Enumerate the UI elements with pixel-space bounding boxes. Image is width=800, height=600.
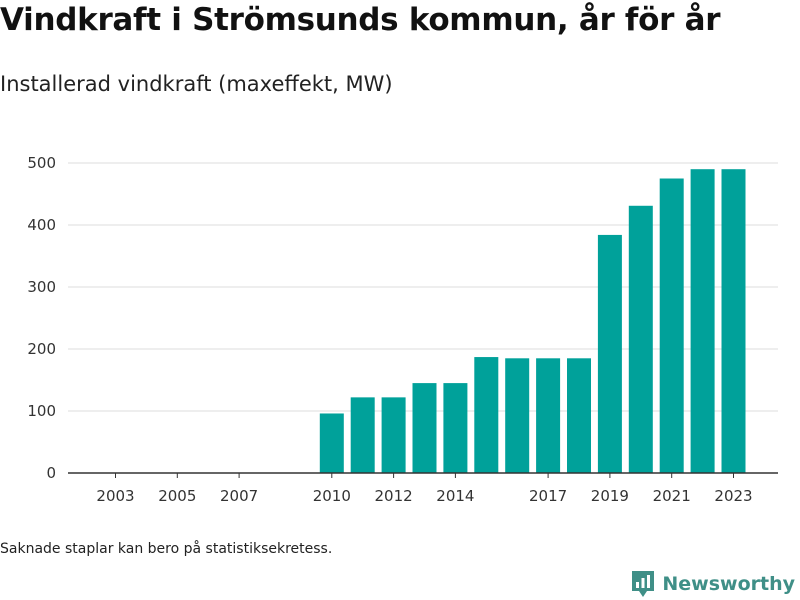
x-tick-label: 2003: [96, 487, 134, 505]
bar: [690, 169, 715, 473]
y-tick-label: 500: [27, 154, 56, 172]
x-tick-label: 2017: [529, 487, 567, 505]
bar: [474, 357, 499, 473]
bar-chart-pin-icon: [632, 571, 655, 597]
chart-subtitle: Installerad vindkraft (maxeffekt, MW): [0, 72, 393, 96]
bar: [567, 358, 591, 473]
bar: [412, 383, 437, 473]
y-tick-label: 100: [27, 402, 56, 420]
x-tick-label: 2010: [313, 487, 351, 505]
bars: [319, 169, 746, 473]
x-tick-label: 2014: [436, 487, 474, 505]
bar: [381, 397, 406, 473]
x-tick-label: 2023: [714, 487, 752, 505]
y-tick-label: 400: [27, 216, 56, 234]
bar: [628, 205, 653, 473]
bar: [597, 234, 622, 473]
bar: [443, 383, 468, 473]
bar: [721, 169, 746, 473]
x-tick-label: 2005: [158, 487, 196, 505]
bar: [505, 358, 530, 473]
footnote: Saknade staplar kan bero på statistiksek…: [0, 541, 333, 557]
x-tick-label: 2007: [220, 487, 258, 505]
y-tick-label: 300: [27, 278, 56, 296]
x-tick-label: 2019: [591, 487, 629, 505]
x-tick-label: 2012: [375, 487, 413, 505]
axes: 0 100 200 300 400 500 2003 2005 2007 2010 2012 2014…: [27, 154, 778, 505]
bar: [319, 413, 344, 473]
bar-chart: 0 100 200 300 400 500 2003 2005 2007 2010 2012 2014…: [27, 154, 778, 505]
x-tick-label: 2021: [653, 487, 691, 505]
bar: [536, 358, 561, 473]
y-tick-label: 0: [46, 464, 56, 482]
brand-logo: Newsworthy: [630, 568, 795, 600]
brand-name: Newsworthy: [662, 573, 795, 595]
chart-title: Vindkraft i Strömsunds kommun, år för år: [0, 2, 721, 38]
y-tick-label: 200: [27, 340, 56, 358]
bar: [659, 178, 684, 473]
bar: [350, 397, 375, 473]
